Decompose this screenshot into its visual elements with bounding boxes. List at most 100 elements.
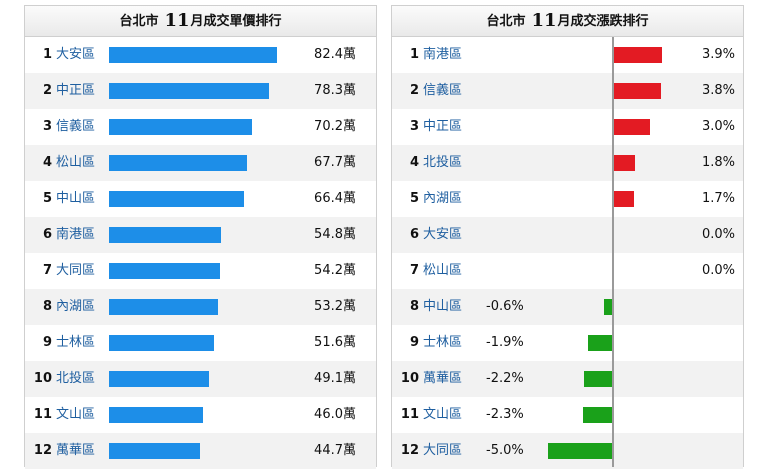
rank-number: 8 xyxy=(409,299,419,314)
table-row: 5 內湖區 1.7% xyxy=(392,181,743,217)
change-value-label: 3.8% xyxy=(701,83,735,98)
district-link[interactable]: 信義區 xyxy=(423,83,463,98)
price-value-label: 51.6萬 xyxy=(314,335,356,350)
change-value-label: -2.2% xyxy=(486,371,524,386)
price-value-label: 44.7萬 xyxy=(314,443,356,458)
price-bar xyxy=(109,191,245,207)
change-bar-negative xyxy=(583,371,612,387)
district-link[interactable]: 文山區 xyxy=(56,407,96,422)
district-link[interactable]: 松山區 xyxy=(56,155,96,170)
table-row: 6 南港區 54.8萬 xyxy=(25,217,376,253)
table-row: 10 北投區 49.1萬 xyxy=(25,361,376,397)
table-row: 8 中山區 -0.6% xyxy=(392,289,743,325)
district-link[interactable]: 南港區 xyxy=(56,227,96,242)
district-link[interactable]: 北投區 xyxy=(423,155,463,170)
table-row: 6 大安區 0.0% xyxy=(392,217,743,253)
rank-number: 2 xyxy=(409,83,419,98)
price-value-label: 66.4萬 xyxy=(314,191,356,206)
table-row: 7 松山區 0.0% xyxy=(392,253,743,289)
price-bar xyxy=(109,263,220,279)
rank-number: 4 xyxy=(42,155,52,170)
title-month: 11 xyxy=(164,10,190,31)
price-bar xyxy=(109,407,203,423)
district-link[interactable]: 士林區 xyxy=(56,335,96,350)
table-row: 1 南港區 3.9% xyxy=(392,37,743,73)
district-link[interactable]: 中山區 xyxy=(56,191,96,206)
table-row: 4 松山區 67.7萬 xyxy=(25,145,376,181)
district-link[interactable]: 大安區 xyxy=(423,227,463,242)
table-row: 1 大安區 82.4萬 xyxy=(25,37,376,73)
rank-number: 5 xyxy=(42,191,52,206)
district-link[interactable]: 萬華區 xyxy=(423,371,463,386)
rank-number: 6 xyxy=(409,227,419,242)
district-link[interactable]: 松山區 xyxy=(423,263,463,278)
change-bar-negative xyxy=(604,299,612,315)
change-value-label: 1.7% xyxy=(701,191,735,206)
change-bar-positive xyxy=(612,191,634,207)
price-value-label: 70.2萬 xyxy=(314,119,356,134)
rank-number: 6 xyxy=(42,227,52,242)
title-prefix: 台北市 xyxy=(119,14,159,29)
change-bar-negative xyxy=(587,335,612,351)
district-link[interactable]: 中山區 xyxy=(423,299,463,314)
table-row: 3 中正區 3.0% xyxy=(392,109,743,145)
price-value-label: 82.4萬 xyxy=(314,47,356,62)
district-link[interactable]: 信義區 xyxy=(56,119,96,134)
change-value-label: 1.8% xyxy=(701,155,735,170)
price-value-label: 78.3萬 xyxy=(314,83,356,98)
district-link[interactable]: 大同區 xyxy=(423,443,463,458)
district-link[interactable]: 萬華區 xyxy=(56,443,96,458)
table-row: 10 萬華區 -2.2% xyxy=(392,361,743,397)
district-link[interactable]: 北投區 xyxy=(56,371,96,386)
rank-number: 11 xyxy=(400,407,419,422)
rank-number: 3 xyxy=(42,119,52,134)
district-link[interactable]: 大同區 xyxy=(56,263,96,278)
district-link[interactable]: 內湖區 xyxy=(56,299,96,314)
table-row: 8 內湖區 53.2萬 xyxy=(25,289,376,325)
price-bar xyxy=(109,299,218,315)
change-value-label: 3.9% xyxy=(701,47,735,62)
district-link[interactable]: 南港區 xyxy=(423,47,463,62)
price-value-label: 49.1萬 xyxy=(314,371,356,386)
change-bar-negative xyxy=(582,407,612,423)
rank-number: 5 xyxy=(409,191,419,206)
table-row: 9 士林區 51.6萬 xyxy=(25,325,376,361)
title-prefix: 台北市 xyxy=(486,14,526,29)
table-row: 12 大同區 -5.0% xyxy=(392,433,743,469)
table-row: 11 文山區 -2.3% xyxy=(392,397,743,433)
title-suffix: 月成交漲跌排行 xyxy=(557,14,649,29)
rank-number: 7 xyxy=(409,263,419,278)
table-row: 12 萬華區 44.7萬 xyxy=(25,433,376,469)
table-row: 11 文山區 46.0萬 xyxy=(25,397,376,433)
rank-number: 7 xyxy=(42,263,52,278)
price-value-label: 46.0萬 xyxy=(314,407,356,422)
change-bar-negative xyxy=(548,443,612,459)
change-value-label: -5.0% xyxy=(486,443,524,458)
rank-number: 1 xyxy=(42,47,52,62)
change-value-label: 0.0% xyxy=(701,263,735,278)
district-link[interactable]: 中正區 xyxy=(423,119,463,134)
change-bar-positive xyxy=(612,155,636,171)
rank-number: 8 xyxy=(42,299,52,314)
price-bar xyxy=(109,47,278,63)
change-value-label: -2.3% xyxy=(486,407,524,422)
zero-axis-line xyxy=(612,37,614,467)
rank-number: 4 xyxy=(409,155,419,170)
rank-number: 1 xyxy=(409,47,419,62)
price-ranking-panel: 台北市 11月成交單價排行 1 大安區 82.4萬 2 中正區 78.3萬 3 信義區 70.2萬… xyxy=(24,5,377,469)
district-link[interactable]: 士林區 xyxy=(423,335,463,350)
district-link[interactable]: 中正區 xyxy=(56,83,96,98)
district-link[interactable]: 文山區 xyxy=(423,407,463,422)
rank-number: 12 xyxy=(400,443,419,458)
change-bar-positive xyxy=(612,83,661,99)
rank-number: 11 xyxy=(33,407,52,422)
district-link[interactable]: 內湖區 xyxy=(423,191,463,206)
price-bar xyxy=(109,227,221,243)
price-value-label: 54.8萬 xyxy=(314,227,356,242)
change-bar-positive xyxy=(612,119,651,135)
price-bar xyxy=(109,83,269,99)
change-value-label: -0.6% xyxy=(486,299,524,314)
title-month: 11 xyxy=(531,10,557,31)
district-link[interactable]: 大安區 xyxy=(56,47,96,62)
price-value-label: 67.7萬 xyxy=(314,155,356,170)
